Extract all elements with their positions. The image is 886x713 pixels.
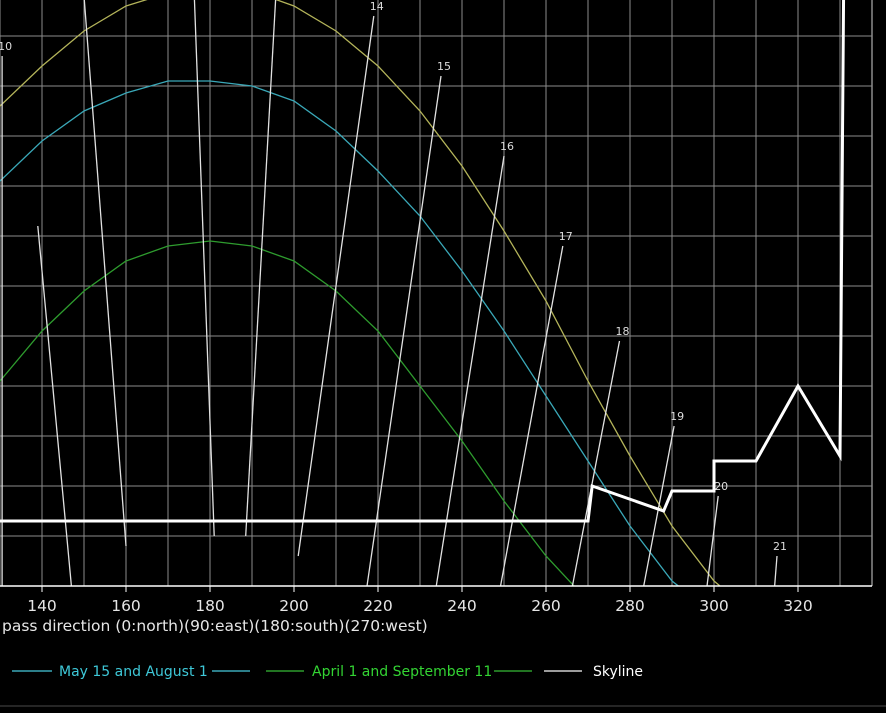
hour-line-12 [193, 0, 215, 537]
x-tick-label: 300 [699, 597, 729, 615]
x-tick-label: 160 [111, 597, 141, 615]
skyline-line [0, 0, 846, 523]
series-line-2 [0, 240, 575, 586]
hour-label-15: 15 [437, 60, 451, 73]
hour-label-20: 20 [714, 480, 728, 493]
series-line-1 [0, 80, 680, 586]
hour-line-17 [499, 245, 564, 586]
x-tick-label: 280 [615, 597, 645, 615]
hour-line-13 [245, 0, 277, 537]
legend-label: April 1 and September 11 [312, 664, 492, 680]
hour-line-11 [83, 0, 127, 547]
hour-line-14 [297, 15, 375, 557]
x-tick-label: 140 [27, 597, 57, 615]
hour-line-16 [435, 155, 505, 586]
x-axis-label: pass direction (0:north)(90:east)(180:so… [2, 617, 428, 635]
x-tick-label: 220 [363, 597, 393, 615]
x-tick-label: 260 [531, 597, 561, 615]
hour-label-19: 19 [670, 410, 684, 423]
x-tick-label: 200 [279, 597, 309, 615]
series-line-0 [0, 0, 722, 586]
x-tick-labels: 140 160 180 200 220 240 260 280 300 320 [27, 586, 813, 615]
skyline [0, 0, 846, 523]
hour-line-20 [706, 495, 719, 586]
hour-label-14: 14 [370, 0, 384, 13]
hour-label-21: 21 [773, 540, 787, 553]
hour-label-10: 10 [0, 40, 12, 53]
series-lines [0, 0, 722, 586]
legend-label: May 15 and August 1 [59, 664, 208, 680]
hour-label-17: 17 [559, 230, 573, 243]
hour-line-15 [366, 75, 442, 586]
hour-label-16: 16 [500, 140, 514, 153]
x-tick-label: 240 [447, 597, 477, 615]
hour-lines: 101112131415161718192021 [0, 0, 787, 586]
hour-line-21 [773, 555, 778, 586]
hour-line-19 [643, 425, 675, 586]
x-tick-label: 180 [195, 597, 225, 615]
hour-label-18: 18 [616, 325, 630, 338]
legend-label: Skyline [593, 664, 643, 680]
legend: May 15 and August 1 April 1 and September… [0, 664, 886, 707]
hour-line-extra-0 [37, 225, 73, 586]
x-tick-label: 320 [783, 597, 813, 615]
